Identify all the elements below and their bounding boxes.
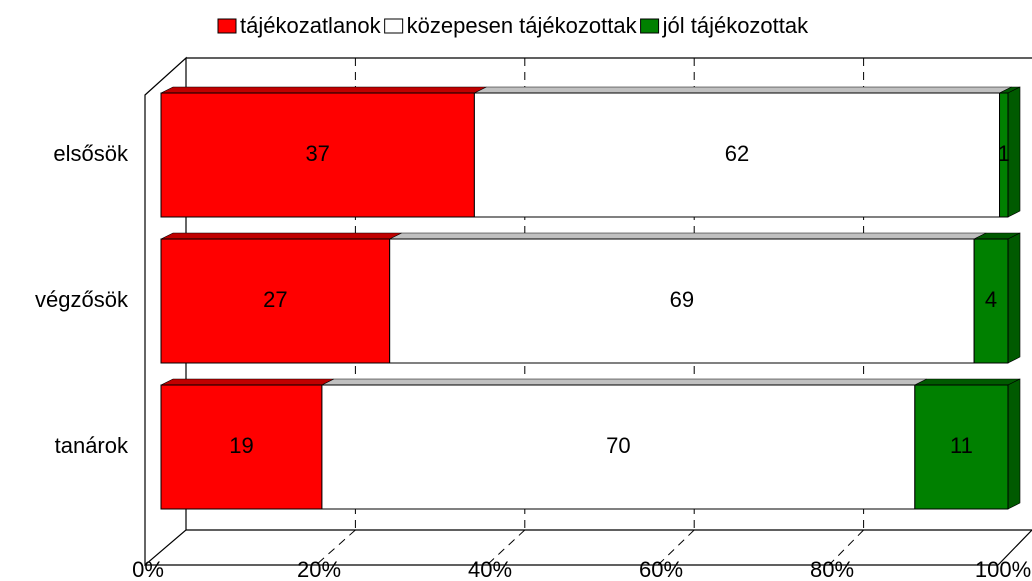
bar (973, 238, 1009, 364)
legend-label: tájékozatlanok (240, 13, 382, 38)
bar (160, 238, 391, 364)
bar-top (389, 232, 987, 240)
data-label: 69 (670, 287, 694, 312)
data-label: 62 (725, 141, 749, 166)
floor-grid-line (486, 529, 526, 566)
bar-side (1007, 232, 1021, 364)
bar-top (160, 378, 335, 386)
data-label: 27 (263, 287, 287, 312)
legend-label: jól tájékozottak (662, 13, 810, 38)
bar-side (1007, 378, 1021, 510)
data-label: 1 (998, 141, 1010, 166)
data-label: 4 (985, 287, 997, 312)
bar-top (321, 378, 927, 386)
legend-swatch (640, 18, 660, 34)
bar-top (474, 86, 1012, 94)
bar (321, 384, 916, 510)
x-tick-label: 20% (297, 557, 341, 581)
bar (160, 384, 323, 510)
bar-top (160, 86, 487, 94)
bar (999, 92, 1009, 218)
x-tick-label: 0% (132, 557, 164, 581)
data-label: 11 (950, 433, 973, 458)
bar (914, 384, 1009, 510)
bar-top (160, 232, 402, 240)
x-tick-label: 80% (810, 557, 854, 581)
x-tick-label: 60% (639, 557, 683, 581)
x-tick-label: 40% (468, 557, 512, 581)
floor-grid-line (315, 529, 356, 566)
data-label: 70 (606, 433, 630, 458)
legend-swatch (217, 18, 237, 34)
y-tick-label: végzősök (35, 287, 129, 312)
legend-label: közepesen tájékozottak (407, 13, 638, 38)
y-tick-label: tanárok (55, 433, 129, 458)
legend-swatch (384, 18, 404, 34)
y-tick-label: elsősök (53, 141, 129, 166)
bar (473, 92, 1001, 218)
x-tick-label: 100% (975, 557, 1031, 581)
bar-top (914, 378, 1021, 386)
data-label: 37 (305, 141, 329, 166)
floor-front (145, 529, 1032, 566)
data-label: 19 (229, 433, 253, 458)
